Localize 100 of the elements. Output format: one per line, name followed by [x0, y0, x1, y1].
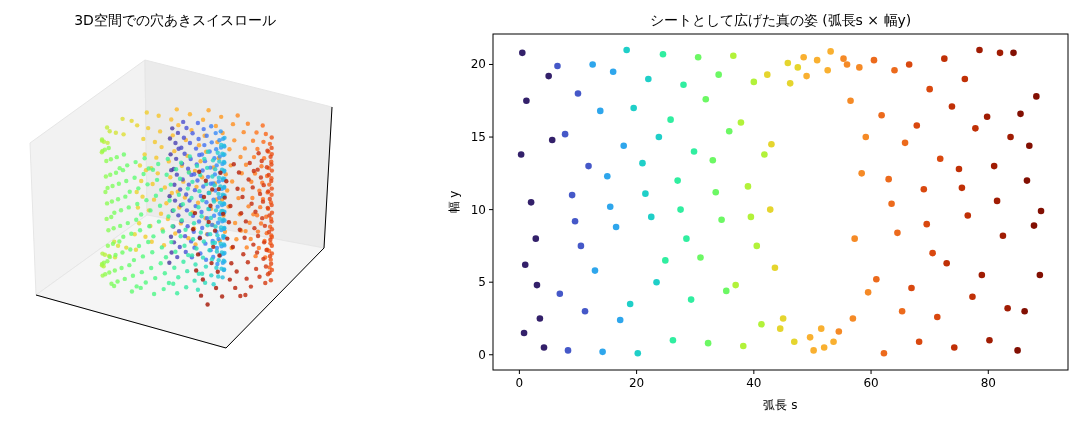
point — [616, 316, 624, 324]
point — [533, 281, 541, 289]
point — [642, 190, 649, 197]
point — [849, 315, 857, 322]
point — [674, 177, 681, 184]
point — [986, 336, 993, 344]
point — [630, 104, 637, 112]
point — [667, 116, 674, 123]
point — [996, 49, 1004, 57]
point — [915, 338, 923, 345]
point — [669, 336, 677, 344]
point — [862, 133, 870, 141]
point — [753, 242, 761, 250]
point — [790, 338, 798, 345]
point — [722, 287, 730, 295]
x-tick-label: 60 — [863, 376, 879, 390]
point — [596, 107, 604, 115]
y-tick-label: 5 — [478, 275, 486, 290]
point — [764, 71, 771, 78]
point — [758, 320, 765, 328]
point — [835, 328, 843, 335]
point — [961, 75, 969, 83]
point — [697, 254, 704, 261]
point — [920, 186, 928, 193]
point — [913, 122, 921, 129]
point — [647, 213, 655, 221]
point — [521, 261, 529, 269]
point — [840, 55, 847, 62]
x-tick-label: 20 — [628, 376, 645, 390]
point — [943, 260, 950, 267]
point — [591, 267, 599, 274]
point — [604, 172, 611, 180]
point — [936, 155, 944, 163]
point — [1026, 142, 1033, 150]
point — [901, 139, 909, 147]
point — [1007, 133, 1014, 141]
point — [885, 175, 892, 183]
x-tick-label: 0 — [515, 376, 524, 390]
point — [737, 119, 745, 126]
point — [1023, 177, 1031, 184]
point — [718, 216, 725, 224]
text: 3D空間での穴あきスイスロール — [74, 12, 276, 28]
point — [950, 344, 958, 351]
point — [585, 162, 592, 170]
point — [990, 162, 998, 170]
point — [905, 61, 913, 68]
point — [948, 103, 956, 110]
point — [800, 53, 807, 61]
point — [768, 141, 775, 148]
point — [683, 235, 690, 242]
point — [564, 347, 572, 354]
point — [1014, 347, 1021, 354]
point — [999, 232, 1007, 240]
point — [739, 342, 747, 350]
point — [856, 64, 863, 71]
point — [704, 339, 712, 347]
point — [933, 313, 941, 321]
point — [561, 130, 569, 138]
point — [983, 113, 991, 121]
point — [712, 188, 720, 196]
point — [870, 56, 878, 64]
point — [620, 142, 628, 150]
point — [794, 64, 802, 71]
point — [964, 212, 972, 219]
point — [574, 90, 582, 97]
point — [843, 61, 851, 68]
point — [677, 206, 684, 213]
point — [858, 170, 865, 177]
point — [1036, 271, 1044, 279]
point — [750, 78, 758, 86]
point — [680, 81, 687, 89]
point — [623, 46, 630, 54]
point — [786, 80, 794, 87]
y-tick-label: 20 — [470, 57, 486, 72]
point — [1021, 307, 1028, 315]
point — [888, 200, 895, 208]
point — [545, 72, 552, 80]
point — [589, 61, 596, 68]
point — [1037, 207, 1045, 215]
point — [554, 62, 561, 70]
point — [1004, 305, 1011, 312]
point — [527, 199, 535, 206]
point — [536, 315, 544, 322]
x-tick-label: 40 — [746, 376, 762, 390]
point — [817, 325, 825, 332]
point — [976, 46, 983, 54]
point — [864, 289, 872, 296]
point — [725, 127, 733, 135]
point — [715, 71, 722, 78]
point — [827, 48, 834, 55]
point — [784, 59, 792, 67]
point — [556, 290, 564, 298]
point — [1017, 110, 1024, 118]
y-tick-label: 10 — [470, 202, 486, 217]
point — [655, 133, 663, 141]
point — [659, 51, 667, 58]
point — [926, 85, 933, 93]
point — [634, 350, 642, 357]
point — [687, 296, 695, 303]
y-axis-title: 幅 y — [447, 190, 461, 214]
